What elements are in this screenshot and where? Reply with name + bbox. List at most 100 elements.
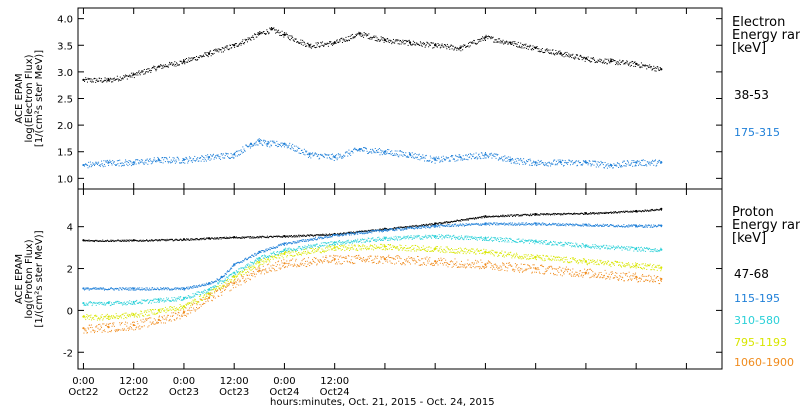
- data-dot: [553, 52, 555, 54]
- data-dot: [429, 235, 431, 237]
- data-dot: [602, 212, 604, 214]
- data-dot: [492, 237, 494, 239]
- data-dot: [174, 63, 176, 65]
- data-dot: [98, 164, 100, 166]
- data-dot: [611, 224, 613, 226]
- data-dot: [256, 252, 258, 254]
- data-dot: [330, 158, 332, 160]
- data-dot: [313, 154, 315, 156]
- data-dot: [573, 213, 575, 215]
- data-dot: [239, 153, 241, 155]
- data-dot: [524, 224, 526, 226]
- data-dot: [353, 231, 355, 233]
- data-dot: [602, 61, 604, 63]
- data-dot: [638, 226, 640, 228]
- data-dot: [227, 45, 229, 47]
- data-dot: [553, 53, 555, 55]
- data-dot: [403, 43, 405, 45]
- data-dot: [609, 224, 611, 226]
- data-dot: [210, 238, 212, 240]
- data-dot: [388, 149, 390, 151]
- data-dot: [240, 44, 242, 46]
- data-dot: [218, 51, 220, 53]
- data-dot: [127, 162, 129, 164]
- data-dot: [233, 265, 235, 267]
- data-dot: [218, 157, 220, 159]
- data-dot: [577, 246, 579, 248]
- data-dot: [136, 288, 138, 290]
- data-dot: [368, 37, 370, 39]
- data-dot: [533, 49, 535, 51]
- data-dot: [152, 287, 154, 289]
- data-dot: [321, 234, 323, 236]
- data-dot: [388, 153, 390, 155]
- data-dot: [104, 288, 106, 290]
- y-tick-label: 2: [67, 265, 73, 276]
- data-dot: [550, 240, 552, 242]
- data-dot: [596, 213, 598, 215]
- data-dot: [528, 214, 530, 216]
- data-dot: [194, 56, 196, 58]
- data-dot: [640, 225, 642, 227]
- data-dot: [222, 236, 224, 238]
- data-dot: [633, 65, 635, 67]
- data-dot: [425, 234, 427, 236]
- data-dot: [527, 159, 529, 161]
- data-dot: [435, 237, 437, 239]
- data-dot: [458, 154, 460, 156]
- data-dot: [160, 288, 162, 290]
- data-dot: [435, 226, 437, 228]
- data-dot: [587, 225, 589, 227]
- data-dot: [602, 164, 604, 166]
- data-dot: [102, 80, 104, 82]
- data-dot: [336, 40, 338, 42]
- data-dot: [196, 238, 198, 240]
- data-dot: [500, 215, 502, 217]
- data-dot: [282, 243, 284, 245]
- data-dot: [412, 225, 414, 227]
- data-dot: [482, 157, 484, 159]
- data-dot: [232, 157, 234, 159]
- data-dot: [476, 42, 478, 44]
- data-dot: [457, 159, 459, 161]
- data-dot: [392, 238, 394, 240]
- data-dot: [390, 40, 392, 42]
- data-dot: [153, 240, 155, 242]
- data-dot: [513, 224, 515, 226]
- data-dot: [437, 158, 439, 160]
- data-dot: [263, 236, 265, 238]
- data-dot: [119, 240, 121, 242]
- data-dot: [362, 239, 364, 241]
- data-dot: [407, 156, 409, 158]
- data-dot: [449, 160, 451, 162]
- data-dot: [208, 54, 210, 56]
- data-dot: [277, 253, 279, 255]
- data-dot: [286, 243, 288, 245]
- data-dot: [296, 41, 298, 43]
- data-dot: [359, 230, 361, 232]
- data-dot: [211, 53, 213, 55]
- data-dot: [248, 257, 250, 259]
- data-dot: [324, 43, 326, 45]
- data-dot: [283, 250, 285, 252]
- data-dot: [496, 39, 498, 41]
- data-dot: [547, 224, 549, 226]
- data-dot: [292, 143, 294, 145]
- data-dot: [476, 223, 478, 225]
- data-dot: [557, 213, 559, 215]
- data-dot: [405, 39, 407, 41]
- data-dot: [212, 237, 214, 239]
- data-dot: [540, 223, 542, 225]
- data-dot: [557, 223, 559, 225]
- data-dot: [534, 222, 536, 224]
- data-dot: [99, 164, 101, 166]
- data-dot: [231, 273, 233, 275]
- data-dot: [204, 52, 206, 54]
- data-dot: [631, 211, 633, 213]
- data-dot: [565, 242, 567, 244]
- data-dot: [554, 159, 556, 161]
- data-dot: [505, 224, 507, 226]
- data-dot: [402, 152, 404, 154]
- data-dot: [652, 68, 654, 70]
- data-dot: [214, 50, 216, 52]
